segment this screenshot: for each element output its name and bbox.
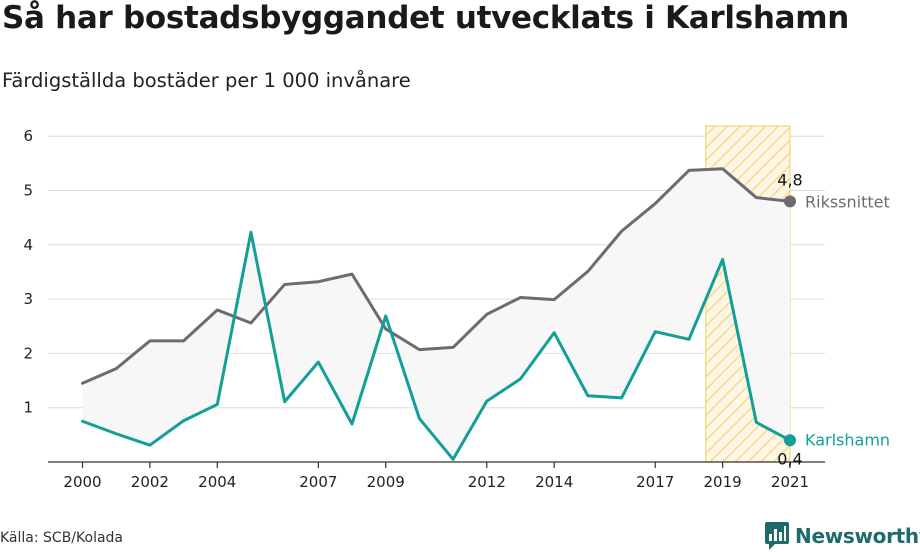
source-note: Källa: SCB/Kolada: [0, 530, 124, 546]
band-area: [82, 168, 790, 460]
x-tick-label-2019: 2019: [704, 473, 742, 491]
value-label-karlshamn: 0,4: [777, 449, 802, 468]
y-tick-label-4: 4: [23, 236, 33, 254]
series-line-rikssnittet: [81, 167, 792, 385]
y-tick-label-5: 5: [23, 182, 33, 200]
x-tick-label-2012: 2012: [468, 473, 506, 491]
end-labels: 4,8 0,4 Rikssnittet Karlshamn: [777, 170, 890, 468]
x-tick-label-2000: 2000: [63, 473, 101, 491]
x-tick-label-2007: 2007: [299, 473, 337, 491]
brand-logo: Newsworthy: [765, 521, 920, 551]
series-line-karlshamn: [81, 230, 792, 461]
x-tick-label-2002: 2002: [131, 473, 169, 491]
y-tick-label-1: 1: [23, 399, 33, 417]
x-tick-label-2021: 2021: [771, 473, 809, 491]
series-label-rikssnittet: Rikssnittet: [805, 192, 890, 211]
endpoint-rikssnittet: [784, 195, 796, 208]
x-tick-label-2014: 2014: [535, 473, 573, 491]
chart-title: Så har bostadsbyggandet utvecklats i Kar…: [2, 0, 850, 36]
difference-band: [82, 168, 790, 460]
y-tick-label-2: 2: [23, 344, 33, 362]
series-label-karlshamn: Karlshamn: [805, 430, 890, 449]
chart-subtitle: Färdigställda bostäder per 1 000 invånar…: [2, 69, 411, 92]
x-tick-label-2004: 2004: [198, 473, 236, 491]
endpoint-karlshamn: [784, 434, 796, 447]
x-tick-label-2009: 2009: [367, 473, 405, 491]
brand-name: Newsworthy: [795, 524, 920, 548]
x-tick-label-2017: 2017: [636, 473, 674, 491]
axes: 1 2 3 4 5 6 2000 2002 2004 2007 2009 2012 2014 2017 20…: [23, 127, 825, 491]
value-label-rikssnittet: 4,8: [777, 170, 802, 189]
newsworthy-logo-icon: [765, 522, 789, 550]
y-tick-label-6: 6: [23, 127, 33, 145]
series-lines: [81, 167, 792, 461]
y-tick-label-3: 3: [23, 290, 33, 308]
